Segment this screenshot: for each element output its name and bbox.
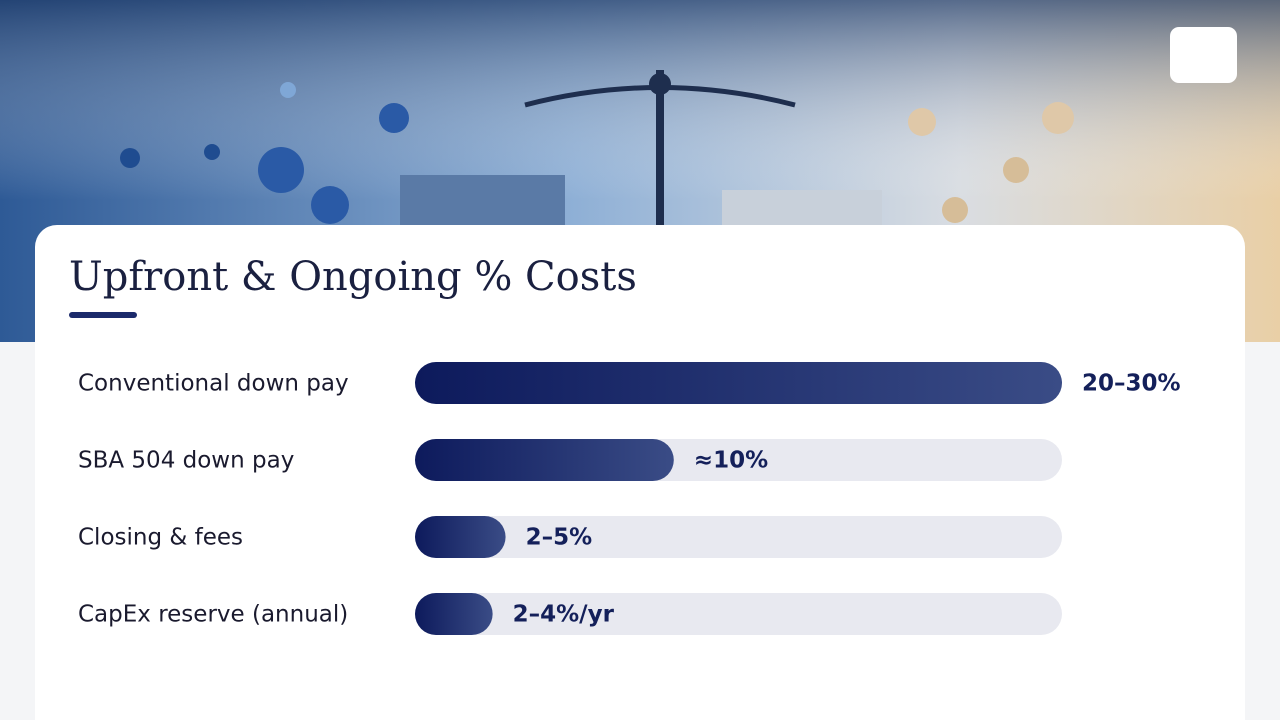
bar-chart: Conventional down pay 20–30% SBA 504 down … xyxy=(78,362,1181,635)
bar xyxy=(415,593,493,635)
category-label: Conventional down pay xyxy=(78,371,349,397)
bar xyxy=(415,516,506,558)
value-label: 2–5% xyxy=(526,525,593,551)
bar xyxy=(415,439,674,481)
chart-title: Upfront & Ongoing % Costs xyxy=(69,254,637,300)
value-label: 20–30% xyxy=(1082,371,1181,397)
bar-track xyxy=(415,593,1062,635)
bar-track xyxy=(415,516,1062,558)
category-label: CapEx reserve (annual) xyxy=(78,602,348,628)
value-label: 2–4%/yr xyxy=(513,602,615,628)
bar xyxy=(415,362,1062,404)
title-underline xyxy=(69,312,137,318)
logo xyxy=(1170,27,1237,83)
category-label: SBA 504 down pay xyxy=(78,448,294,474)
category-label: Closing & fees xyxy=(78,525,243,551)
value-label: ≈10% xyxy=(694,448,768,474)
